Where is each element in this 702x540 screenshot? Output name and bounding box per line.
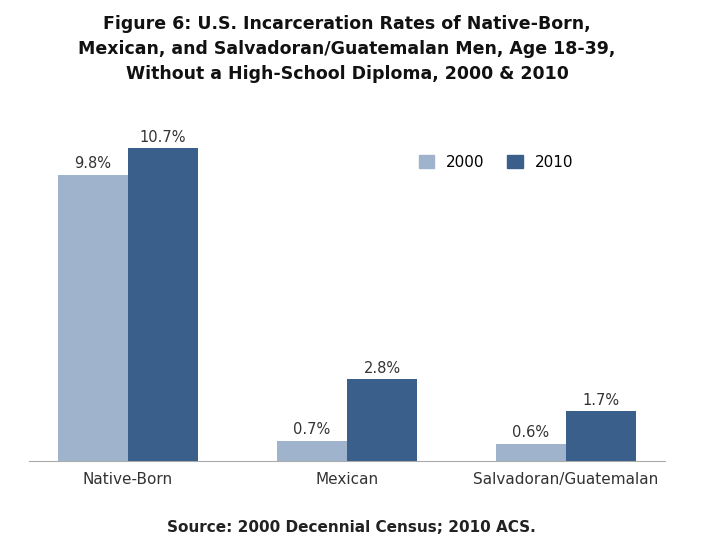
Bar xyxy=(58,174,128,461)
Text: 2.8%: 2.8% xyxy=(364,361,401,376)
Bar xyxy=(496,443,566,461)
Title: Figure 6: U.S. Incarceration Rates of Native-Born,
Mexican, and Salvadoran/Guate: Figure 6: U.S. Incarceration Rates of Na… xyxy=(79,15,616,83)
Bar xyxy=(347,379,417,461)
Bar xyxy=(566,411,636,461)
Text: 0.7%: 0.7% xyxy=(293,422,331,437)
Text: 0.6%: 0.6% xyxy=(512,425,550,440)
Bar xyxy=(128,148,198,461)
Text: 9.8%: 9.8% xyxy=(74,156,112,171)
Text: 1.7%: 1.7% xyxy=(583,393,620,408)
Bar xyxy=(277,441,347,461)
Text: 10.7%: 10.7% xyxy=(140,130,186,145)
Text: Source: 2000 Decennial Census; 2010 ACS.: Source: 2000 Decennial Census; 2010 ACS. xyxy=(166,519,536,535)
Legend: 2000, 2010: 2000, 2010 xyxy=(411,147,581,178)
